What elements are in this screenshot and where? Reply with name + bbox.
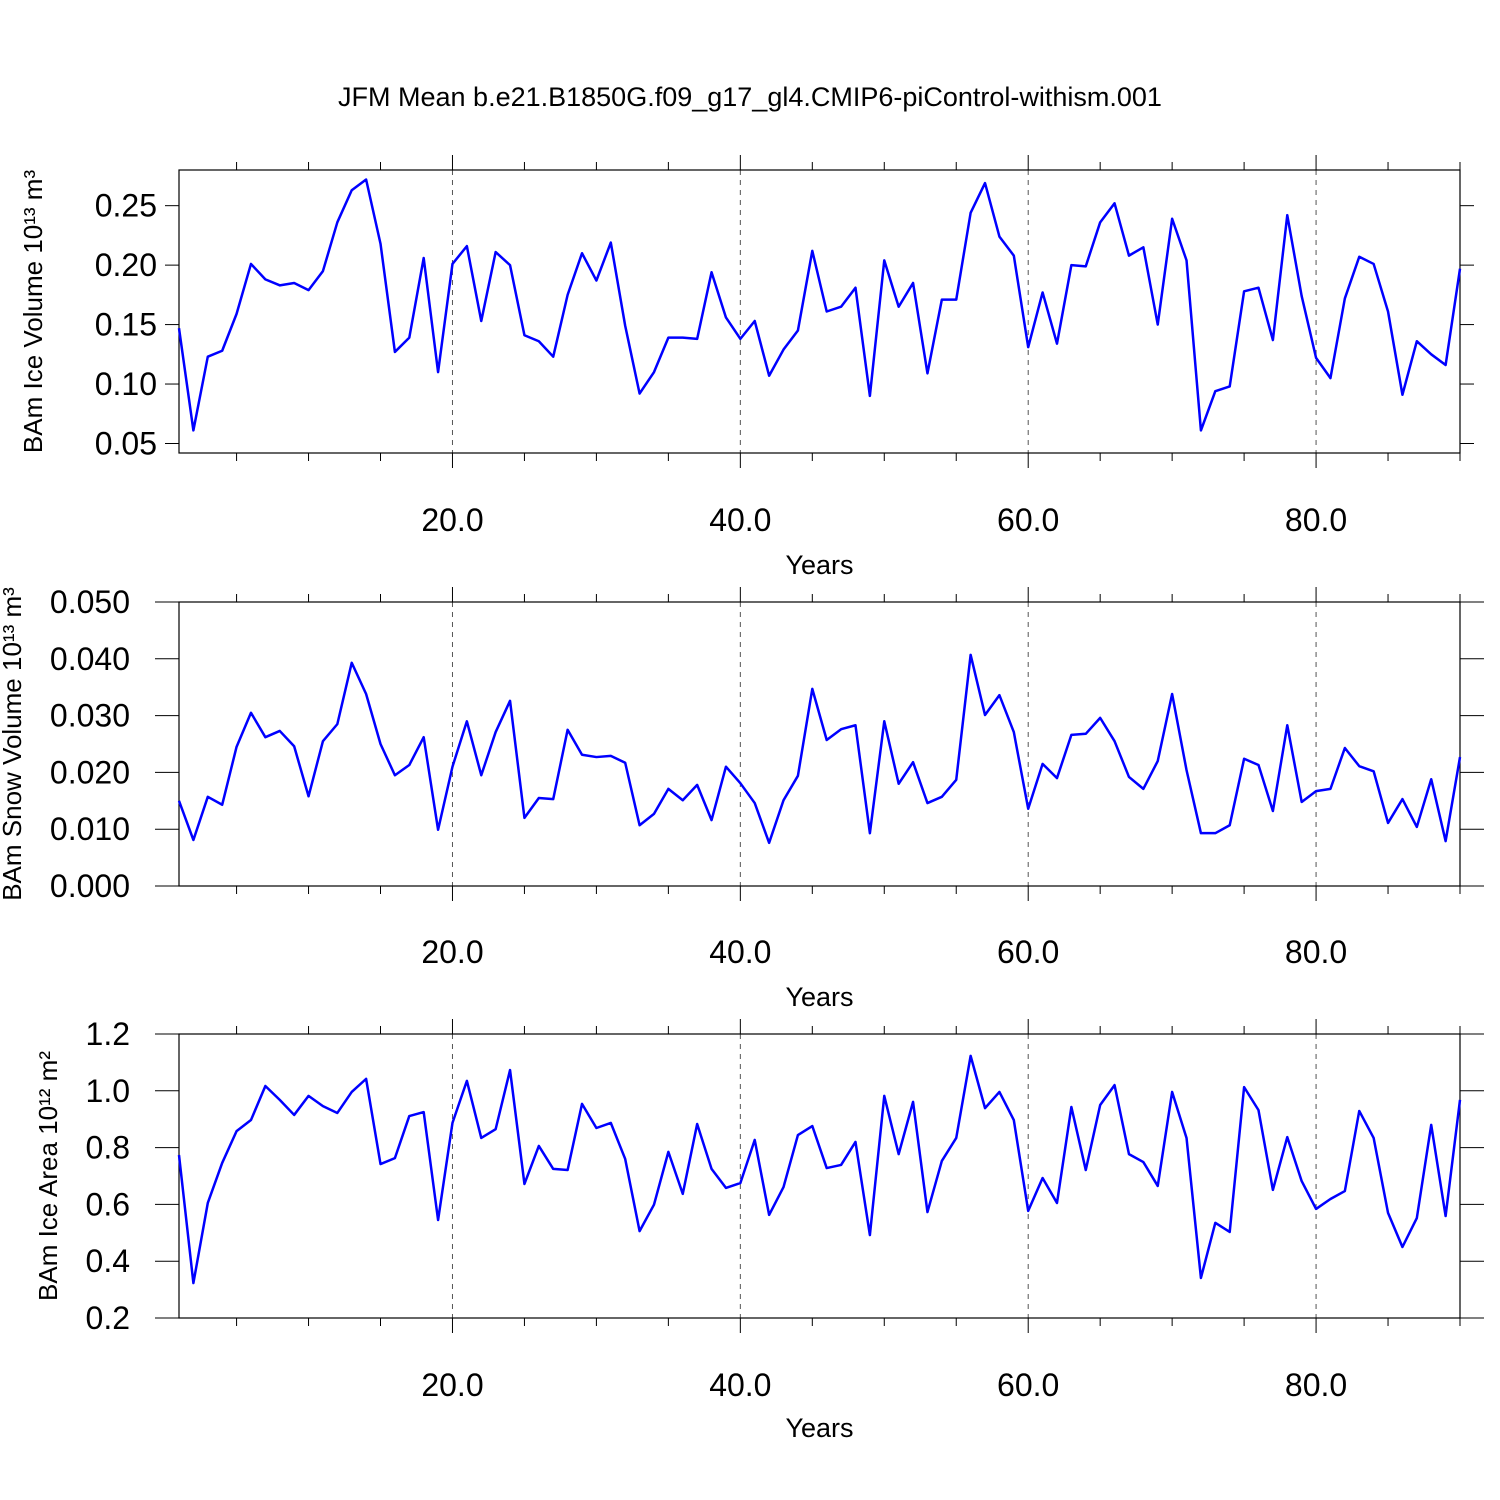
y-axis-label: BAm Ice Volume 10¹³ m³ (18, 170, 48, 454)
y-tick-label: 1.0 (86, 1073, 130, 1109)
x-tick-label: 60.0 (997, 502, 1059, 538)
x-axis-label: Years (785, 1413, 853, 1443)
y-tick-label: 0.15 (95, 307, 157, 343)
y-tick-label: 0.050 (50, 584, 130, 620)
x-tick-label: 40.0 (709, 502, 771, 538)
y-tick-label: 0.000 (50, 868, 130, 904)
x-axis-label: Years (785, 550, 853, 580)
y-tick-label: 0.8 (86, 1130, 130, 1166)
y-tick-label: 0.010 (50, 811, 130, 847)
y-tick-label: 0.25 (95, 188, 157, 224)
data-line (177, 178, 1462, 432)
y-axis-label: BAm Ice Area 10¹² m² (33, 1051, 63, 1301)
data-line (177, 653, 1462, 845)
y-tick-label: 0.2 (86, 1300, 130, 1336)
plot-frame (178, 169, 1461, 454)
figure-title: JFM Mean b.e21.B1850G.f09_g17_gl4.CMIP6-… (338, 82, 1162, 112)
y-tick-label: 1.2 (86, 1016, 130, 1052)
plot-frame (178, 601, 1461, 887)
y-tick-label: 0.05 (95, 425, 157, 461)
x-tick-label: 80.0 (1285, 934, 1347, 970)
x-tick-label: 60.0 (997, 934, 1059, 970)
y-tick-label: 0.030 (50, 698, 130, 734)
x-tick-label: 80.0 (1285, 1367, 1347, 1403)
x-tick-label: 20.0 (421, 502, 483, 538)
x-tick-label: 60.0 (997, 1367, 1059, 1403)
x-tick-label: 20.0 (421, 934, 483, 970)
y-tick-label: 0.20 (95, 247, 157, 283)
x-tick-label: 40.0 (709, 1367, 771, 1403)
x-tick-label: 80.0 (1285, 502, 1347, 538)
y-tick-label: 0.10 (95, 366, 157, 402)
y-axis-label: BAm Snow Volume 10¹³ m³ (0, 587, 27, 901)
data-line (177, 1054, 1462, 1285)
plot-frame (178, 1033, 1461, 1319)
x-axis-label: Years (785, 982, 853, 1012)
x-tick-label: 20.0 (421, 1367, 483, 1403)
y-tick-label: 0.040 (50, 641, 130, 677)
y-tick-label: 0.6 (86, 1186, 130, 1222)
y-tick-label: 0.4 (86, 1243, 130, 1279)
x-tick-label: 40.0 (709, 934, 771, 970)
y-tick-label: 0.020 (50, 754, 130, 790)
